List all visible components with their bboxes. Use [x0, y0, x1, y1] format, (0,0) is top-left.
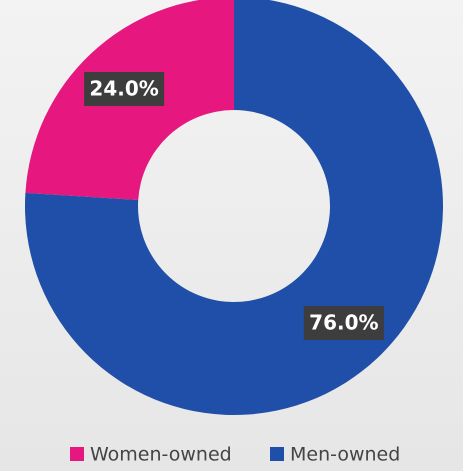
legend-swatch: [270, 447, 284, 461]
legend-label: Women-owned: [90, 444, 232, 466]
data-label: 76.0%: [303, 305, 384, 340]
data-label: 24.0%: [84, 72, 165, 107]
data-label-text: 76.0%: [309, 310, 378, 334]
legend-label: Men-owned: [290, 444, 400, 466]
data-label-text: 24.0%: [89, 77, 158, 101]
legend-swatch: [70, 447, 84, 461]
data-label-box: [303, 305, 384, 340]
data-label-box: [84, 72, 165, 107]
